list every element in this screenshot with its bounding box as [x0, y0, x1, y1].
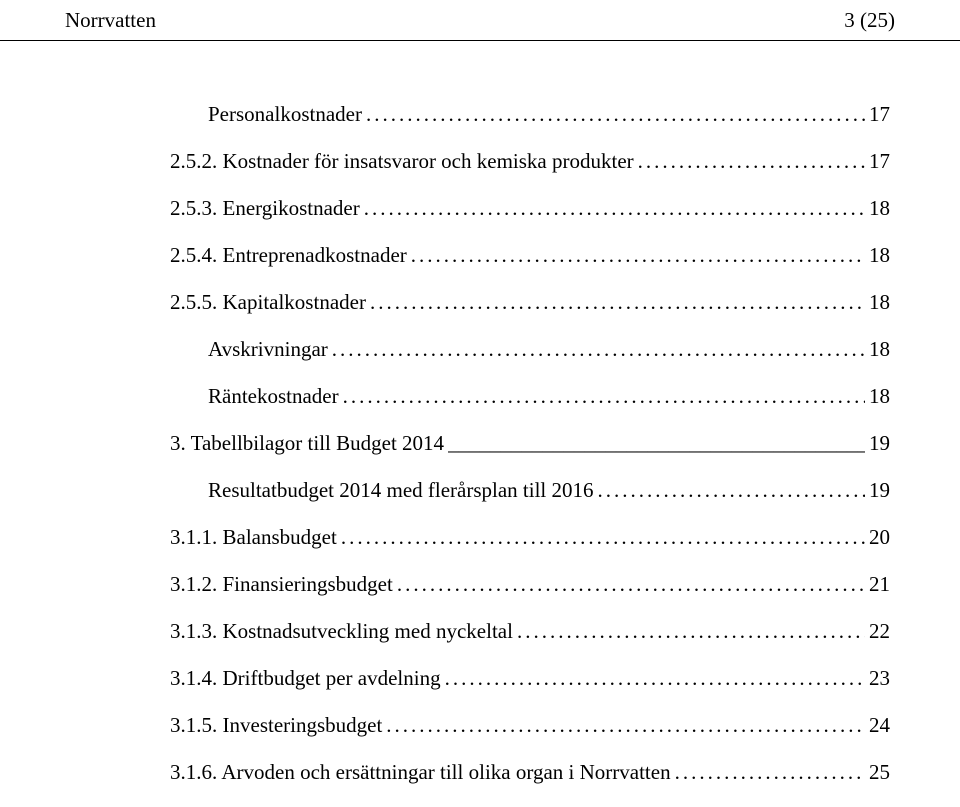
toc-page: 23: [869, 666, 890, 691]
toc-entry: 3.1.5. Investeringsbudget 24: [170, 713, 890, 738]
toc-label: 2.5.2. Kostnader för insatsvaror och kem…: [170, 149, 634, 174]
toc-entry: Resultatbudget 2014 med flerårsplan till…: [170, 478, 890, 503]
toc-leader: [445, 666, 865, 691]
toc-leader: [411, 243, 865, 268]
toc-label: Avskrivningar: [208, 337, 328, 362]
toc-page: 20: [869, 525, 890, 550]
toc-leader: [397, 572, 865, 597]
toc-page: 18: [869, 384, 890, 409]
toc-entry: 2.5.3. Energikostnader 18: [170, 196, 890, 221]
toc-entry: 3.1.6. Arvoden och ersättningar till oli…: [170, 760, 890, 785]
toc-entry: 2.5.5. Kapitalkostnader 18: [170, 290, 890, 315]
toc-page: 24: [869, 713, 890, 738]
toc-label: 3.1.6. Arvoden och ersättningar till oli…: [170, 760, 671, 785]
toc-leader: [332, 337, 865, 362]
toc-section-entry: 3. Tabellbilagor till Budget 2014 19: [170, 431, 890, 456]
header-right: 3 (25): [844, 8, 895, 33]
table-of-contents: Personalkostnader 17 2.5.2. Kostnader fö…: [170, 102, 890, 807]
toc-entry: 3.1.1. Balansbudget 20: [170, 525, 890, 550]
header-rule: [0, 40, 960, 41]
toc-page: 18: [869, 290, 890, 315]
page-header: Norrvatten 3 (25): [65, 8, 895, 33]
toc-label: Personalkostnader: [208, 102, 362, 127]
toc-leader: [675, 760, 865, 785]
toc-leader: [366, 102, 865, 127]
toc-label: 3.1.4. Driftbudget per avdelning: [170, 666, 441, 691]
toc-label: 2.5.5. Kapitalkostnader: [170, 290, 366, 315]
toc-entry: 3.1.3. Kostnadsutveckling med nyckeltal …: [170, 619, 890, 644]
toc-entry: 2.5.2. Kostnader för insatsvaror och kem…: [170, 149, 890, 174]
toc-page: 17: [869, 149, 890, 174]
toc-leader: [370, 290, 865, 315]
toc-label: Resultatbudget 2014 med flerårsplan till…: [208, 478, 594, 503]
page: Norrvatten 3 (25) Personalkostnader 17 2…: [0, 0, 960, 727]
toc-label: 3. Tabellbilagor till Budget 2014: [170, 431, 444, 456]
toc-page: 19: [869, 478, 890, 503]
toc-leader: [448, 431, 865, 456]
toc-leader: [386, 713, 865, 738]
toc-entry: 2.5.4. Entreprenadkostnader 18: [170, 243, 890, 268]
toc-entry: 3.1.4. Driftbudget per avdelning 23: [170, 666, 890, 691]
toc-entry: Avskrivningar 18: [170, 337, 890, 362]
header-left: Norrvatten: [65, 8, 156, 33]
toc-leader: [364, 196, 865, 221]
toc-leader: [341, 525, 865, 550]
toc-label: 3.1.5. Investeringsbudget: [170, 713, 382, 738]
toc-leader: [598, 478, 865, 503]
toc-page: 19: [869, 431, 890, 456]
toc-label: 3.1.3. Kostnadsutveckling med nyckeltal: [170, 619, 513, 644]
toc-label: 3.1.2. Finansieringsbudget: [170, 572, 393, 597]
toc-label: Räntekostnader: [208, 384, 339, 409]
toc-page: 18: [869, 337, 890, 362]
toc-entry: Personalkostnader 17: [170, 102, 890, 127]
toc-label: 3.1.1. Balansbudget: [170, 525, 337, 550]
toc-page: 22: [869, 619, 890, 644]
toc-entry: Räntekostnader 18: [170, 384, 890, 409]
toc-page: 18: [869, 196, 890, 221]
toc-page: 21: [869, 572, 890, 597]
toc-page: 17: [869, 102, 890, 127]
toc-page: 18: [869, 243, 890, 268]
toc-leader: [343, 384, 865, 409]
toc-label: 2.5.3. Energikostnader: [170, 196, 360, 221]
toc-label: 2.5.4. Entreprenadkostnader: [170, 243, 407, 268]
toc-leader: [517, 619, 865, 644]
toc-leader: [638, 149, 865, 174]
toc-entry: 3.1.2. Finansieringsbudget 21: [170, 572, 890, 597]
toc-page: 25: [869, 760, 890, 785]
